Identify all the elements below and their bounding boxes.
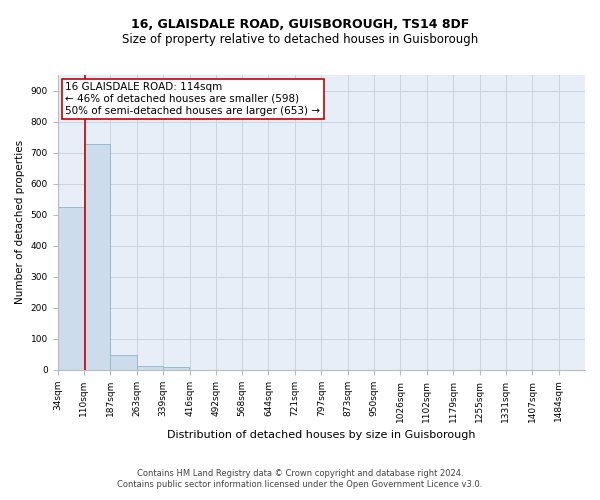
Bar bbox=[58, 207, 84, 370]
Text: Contains HM Land Registry data © Crown copyright and database right 2024.: Contains HM Land Registry data © Crown c… bbox=[137, 468, 463, 477]
Text: Size of property relative to detached houses in Guisborough: Size of property relative to detached ho… bbox=[122, 32, 478, 46]
Text: 16, GLAISDALE ROAD, GUISBOROUGH, TS14 8DF: 16, GLAISDALE ROAD, GUISBOROUGH, TS14 8D… bbox=[131, 18, 469, 30]
Y-axis label: Number of detached properties: Number of detached properties bbox=[15, 140, 25, 304]
X-axis label: Distribution of detached houses by size in Guisborough: Distribution of detached houses by size … bbox=[167, 430, 476, 440]
Bar bbox=[137, 366, 163, 370]
Bar bbox=[163, 366, 190, 370]
Text: 16 GLAISDALE ROAD: 114sqm
← 46% of detached houses are smaller (598)
50% of semi: 16 GLAISDALE ROAD: 114sqm ← 46% of detac… bbox=[65, 82, 320, 116]
Bar bbox=[84, 144, 110, 370]
Bar bbox=[110, 355, 137, 370]
Text: Contains public sector information licensed under the Open Government Licence v3: Contains public sector information licen… bbox=[118, 480, 482, 489]
